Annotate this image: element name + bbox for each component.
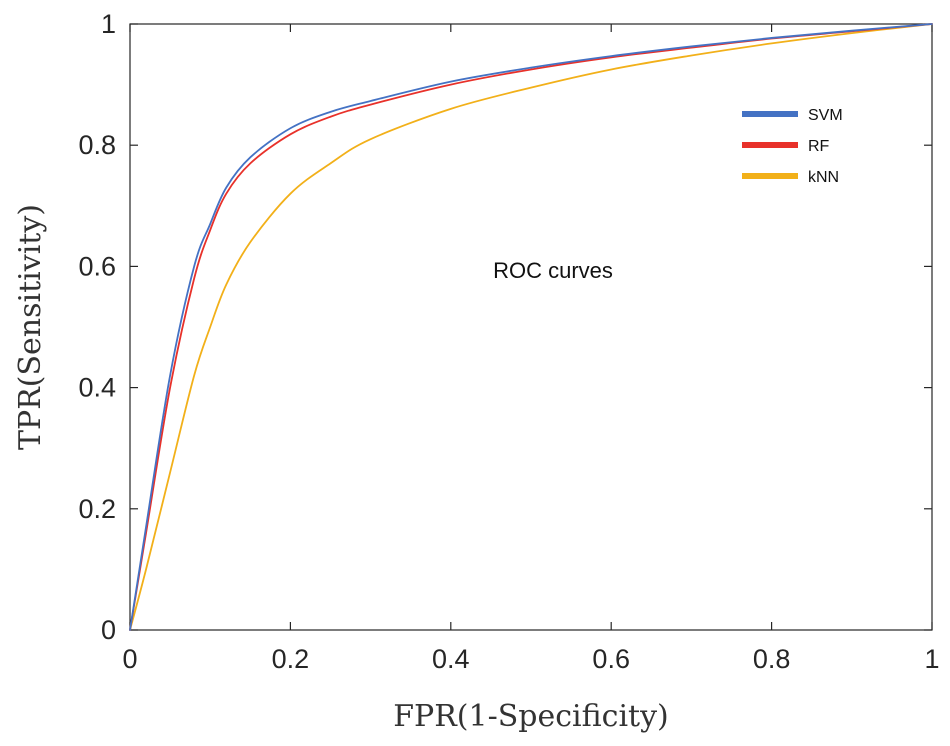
y-axis-title: TPR(Sensitivity)	[13, 204, 48, 450]
x-tick-label: 0.6	[592, 644, 630, 674]
y-tick-label: 1	[101, 9, 116, 39]
x-axis-title: FPR(1-Specificity)	[393, 699, 669, 734]
plot-frame	[129, 23, 933, 631]
x-tick-label: 0.8	[753, 644, 791, 674]
y-tick-label: 0.4	[78, 373, 116, 403]
x-tick-label: 0.2	[272, 644, 310, 674]
series-line-knn	[129, 23, 933, 631]
legend-label-svm: SVM	[808, 107, 843, 124]
y-tick-label: 0	[101, 615, 116, 645]
roc-curves-annotation: ROC curves	[493, 258, 613, 283]
x-tick-label: 0	[122, 644, 137, 674]
legend-label-knn: kNN	[808, 169, 839, 186]
y-tick-label: 0.8	[78, 130, 116, 160]
y-tick-label: 0.6	[78, 251, 116, 281]
ticks-layer: 0 0.2 0.4 0.6 0.8 1 0 0.2 0.4 0.6 0.8 1	[78, 9, 939, 674]
series-line-svm	[129, 23, 933, 631]
y-tick-label: 0.2	[78, 494, 116, 524]
legend: SVM RF kNN	[742, 107, 843, 186]
x-tick-label: 0.4	[432, 644, 470, 674]
series-line-rf	[129, 23, 933, 631]
legend-label-rf: RF	[808, 138, 830, 155]
x-tick-label: 1	[924, 644, 939, 674]
series-layer	[129, 23, 933, 631]
